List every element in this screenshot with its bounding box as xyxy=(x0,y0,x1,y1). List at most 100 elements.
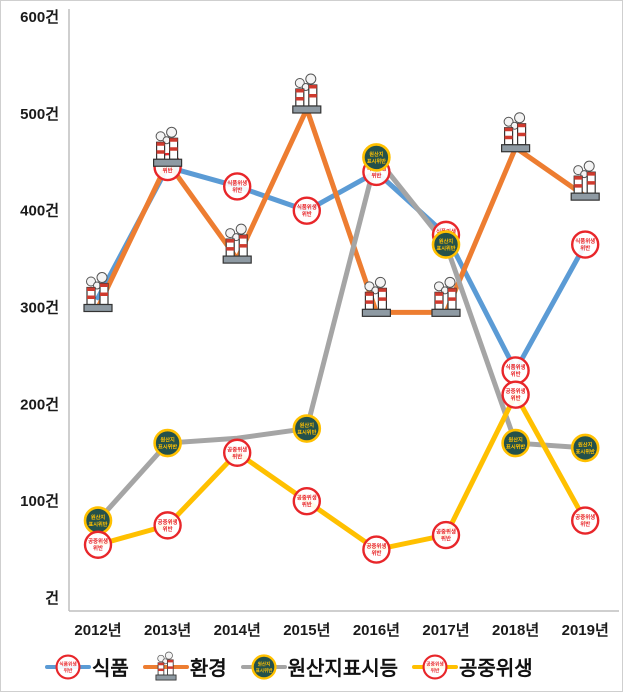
svg-text:공중위생: 공중위생 xyxy=(297,494,317,502)
svg-text:식품위생: 식품위생 xyxy=(575,237,595,245)
x-tick-label: 2015년 xyxy=(283,622,330,639)
x-tick-label: 2018년 xyxy=(492,622,539,639)
svg-text:위반: 위반 xyxy=(511,370,521,378)
svg-text:식품위생: 식품위생 xyxy=(506,363,526,371)
svg-text:표시위반: 표시위반 xyxy=(367,157,386,165)
legend-label: 원산지표시등 xyxy=(287,657,399,680)
factory-icon xyxy=(500,112,531,153)
legend: 식품위생 위반 식품 환경 원산지 표시위반 원산지표시등 공중위생 위반 공중위생 xyxy=(1,643,622,689)
chart-canvas: 건 100건 200건 300건 400건 500건 600건 2012년 2013년 2014년… xyxy=(20,9,619,639)
factory-icon xyxy=(361,276,391,317)
svg-text:원산지: 원산지 xyxy=(300,421,315,429)
y-tick-label: 400건 xyxy=(20,203,59,220)
x-tick-label: 2014년 xyxy=(214,622,261,639)
factory-icon xyxy=(431,276,461,317)
svg-text:위반: 위반 xyxy=(64,667,73,674)
legend-label: 환경 xyxy=(189,657,227,680)
legend-label: 식품 xyxy=(92,657,129,680)
svg-text:위반: 위반 xyxy=(302,210,312,218)
legend-label: 공중위생 xyxy=(459,657,533,680)
svg-text:공중위생: 공중위생 xyxy=(88,537,108,545)
x-tick-label: 2012년 xyxy=(74,622,121,639)
svg-text:위반: 위반 xyxy=(511,394,521,402)
svg-text:원산지: 원산지 xyxy=(91,513,106,521)
svg-text:식품위생: 식품위생 xyxy=(297,203,317,211)
svg-text:공중위생: 공중위생 xyxy=(575,513,595,521)
svg-text:표시위반: 표시위반 xyxy=(576,447,595,455)
svg-text:위반: 위반 xyxy=(371,171,381,179)
svg-text:원산지: 원산지 xyxy=(508,436,523,444)
svg-text:표시위반: 표시위반 xyxy=(88,520,107,528)
svg-text:위반: 위반 xyxy=(371,549,381,557)
legend-item-environment: 환경 xyxy=(142,648,227,684)
legend-item-public-hygiene: 공중위생 위반 공중위생 xyxy=(412,648,533,684)
y-tick-label: 200건 xyxy=(20,396,59,413)
svg-text:위반: 위반 xyxy=(580,244,590,252)
y-tick-label: 600건 xyxy=(20,9,59,26)
series-line-environment xyxy=(95,106,588,315)
svg-text:원산지: 원산지 xyxy=(578,440,593,448)
factory-icon xyxy=(292,73,322,114)
svg-text:원산지: 원산지 xyxy=(369,150,384,158)
svg-text:원산지: 원산지 xyxy=(257,661,270,668)
factory-legend-icon xyxy=(142,651,189,681)
svg-text:위반: 위반 xyxy=(232,452,242,460)
svg-text:위반: 위반 xyxy=(93,544,103,552)
svg-text:공중위생: 공중위생 xyxy=(426,661,443,668)
svg-text:위반: 위반 xyxy=(580,520,590,528)
svg-text:공중위생: 공중위생 xyxy=(436,528,456,536)
factory-icon xyxy=(570,160,600,201)
svg-text:공중위생: 공중위생 xyxy=(366,542,386,550)
svg-text:위반: 위반 xyxy=(232,186,242,194)
y-tick-label: 100건 xyxy=(20,493,59,510)
legend-item-origin-labeling: 원산지 표시위반 원산지표시등 xyxy=(240,648,399,684)
x-tick-label: 2013년 xyxy=(144,622,191,639)
svg-text:공중위생: 공중위생 xyxy=(227,445,247,453)
svg-text:표시위반: 표시위반 xyxy=(297,428,316,436)
svg-text:식품위생: 식품위생 xyxy=(227,179,247,187)
svg-text:위반: 위반 xyxy=(163,525,173,533)
x-tick-label: 2016년 xyxy=(353,622,400,639)
svg-text:위반: 위반 xyxy=(431,667,440,674)
svg-text:위반: 위반 xyxy=(441,535,451,543)
legend-item-food: 식품위생 위반 식품 xyxy=(45,648,129,684)
series-line-public-hygiene xyxy=(95,392,588,553)
y-tick-label: 500건 xyxy=(20,106,59,123)
factory-icon xyxy=(155,651,177,681)
svg-text:위반: 위반 xyxy=(163,167,173,175)
svg-text:표시위반: 표시위반 xyxy=(506,443,525,451)
series-line-food xyxy=(95,164,588,373)
factory-icon xyxy=(222,223,252,264)
factory-icon xyxy=(153,126,183,167)
factory-icon xyxy=(83,272,113,313)
svg-text:표시위반: 표시위반 xyxy=(158,443,177,451)
svg-text:식품위생: 식품위생 xyxy=(59,661,76,668)
svg-text:표시위반: 표시위반 xyxy=(255,667,273,674)
svg-text:위반: 위반 xyxy=(302,501,312,509)
x-tick-label: 2017년 xyxy=(422,622,469,639)
svg-text:표시위반: 표시위반 xyxy=(436,244,455,252)
